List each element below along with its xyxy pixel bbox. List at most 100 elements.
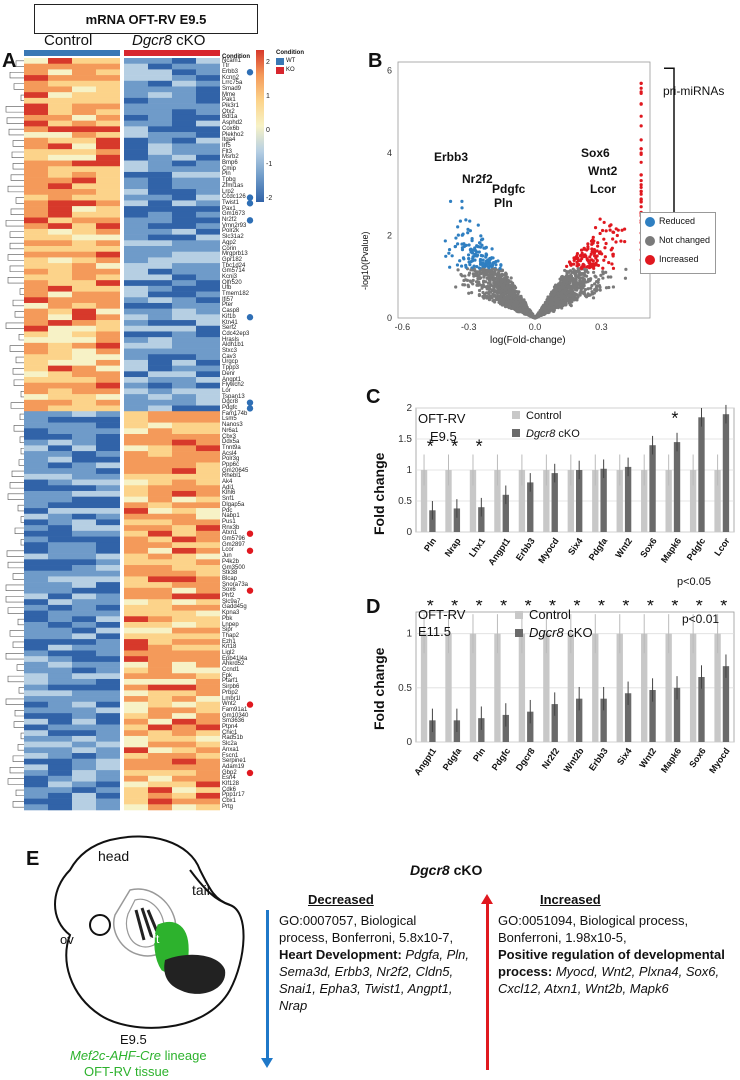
heatmap-cell bbox=[72, 63, 96, 70]
group-label-control: Control bbox=[44, 32, 93, 49]
heatmap-cell bbox=[48, 781, 72, 788]
heatmap-cell bbox=[24, 143, 48, 150]
heatmap-cell bbox=[96, 462, 120, 469]
heatmap-cell bbox=[24, 787, 48, 794]
volcano-point bbox=[573, 256, 577, 260]
gene-label: Ddx5a bbox=[222, 439, 240, 446]
heatmap-cell bbox=[196, 508, 220, 515]
heatmap-cell bbox=[172, 166, 196, 173]
heatmap-cell bbox=[48, 678, 72, 685]
heatmap-cell bbox=[124, 707, 148, 714]
heatmap-cell bbox=[24, 251, 48, 258]
heatmap-cell bbox=[196, 291, 220, 298]
color-scale-bar bbox=[256, 50, 264, 202]
heatmap-cell bbox=[72, 337, 96, 344]
heatmap-cell bbox=[196, 80, 220, 87]
volcano-point bbox=[500, 283, 505, 288]
volcano-point bbox=[590, 292, 595, 296]
bar-control bbox=[592, 470, 599, 532]
heatmap-cell bbox=[172, 268, 196, 275]
heatmap-cell bbox=[124, 434, 148, 440]
heatmap-cell bbox=[196, 525, 220, 532]
heatmap-cell bbox=[24, 713, 48, 720]
volcano-point bbox=[468, 219, 472, 223]
heatmap-cell bbox=[24, 189, 48, 196]
go-increased-heading: Increased bbox=[540, 892, 601, 907]
heatmap-cell bbox=[196, 787, 220, 794]
up-arrow-icon bbox=[481, 894, 493, 904]
heatmap-cell bbox=[48, 331, 72, 338]
heatmap-cell bbox=[24, 678, 48, 685]
volcano-point bbox=[578, 254, 583, 258]
volcano-point bbox=[592, 270, 596, 274]
dendrogram-branch bbox=[10, 174, 24, 181]
heatmap-cell bbox=[148, 263, 172, 270]
volcano-point bbox=[579, 283, 583, 287]
heatmap-cell bbox=[72, 342, 96, 349]
heatmap-cell bbox=[196, 479, 220, 486]
heatmap-cell bbox=[96, 696, 120, 703]
heatmap-cell bbox=[148, 781, 172, 788]
volcano-y-tick: 2 bbox=[387, 230, 392, 240]
gene-label: Mrgprb13 bbox=[222, 251, 248, 258]
heatmap-cell bbox=[172, 314, 196, 321]
heatmap-cell bbox=[24, 75, 48, 82]
down-arrow-shaft bbox=[266, 910, 269, 1062]
heatmap-cell bbox=[24, 650, 48, 657]
heatmap-cell bbox=[96, 251, 120, 258]
volcano-point bbox=[528, 310, 533, 314]
heatmap-cell bbox=[172, 644, 196, 651]
heatmap-cell bbox=[24, 502, 48, 509]
volcano-point bbox=[491, 274, 495, 278]
heatmap-cell bbox=[24, 644, 48, 651]
heatmap-cell bbox=[148, 314, 172, 321]
volcano-point bbox=[559, 291, 563, 296]
volcano-point bbox=[454, 236, 458, 240]
gene-label: Cbx1 bbox=[222, 798, 237, 805]
gene-label: Tbc1d24 bbox=[222, 262, 246, 269]
volcano-point bbox=[504, 274, 508, 278]
volcano-point bbox=[611, 237, 615, 241]
heatmap-cell bbox=[72, 69, 96, 76]
heatmap-cell bbox=[96, 58, 120, 64]
volcano-point bbox=[602, 237, 606, 241]
volcano-point bbox=[508, 302, 512, 306]
significance-star: * bbox=[720, 600, 727, 616]
volcano-point bbox=[614, 227, 618, 231]
heatmap-cell bbox=[148, 126, 172, 133]
bar-control bbox=[494, 470, 501, 532]
heatmap-cell bbox=[172, 354, 196, 361]
volcano-point bbox=[476, 223, 480, 227]
volcano-point bbox=[545, 309, 549, 313]
gene-label: Asphd2 bbox=[222, 120, 243, 127]
gene-label: Pus1 bbox=[222, 518, 236, 525]
y-tick-label: 1 bbox=[406, 629, 412, 640]
heatmap-cell bbox=[96, 781, 120, 788]
heatmap-cell bbox=[96, 114, 120, 121]
heatmap-cell bbox=[72, 411, 96, 418]
dendrogram-branch bbox=[5, 584, 24, 591]
volcano-point bbox=[490, 288, 494, 292]
bar-ko bbox=[722, 414, 730, 532]
heatmap-cell bbox=[148, 798, 172, 805]
label-pdgfc: Pdgfc bbox=[492, 182, 526, 196]
heatmap-cell bbox=[124, 616, 148, 623]
heatmap-cell bbox=[148, 399, 172, 406]
heatmap-cell bbox=[96, 217, 120, 224]
heatmap-cell bbox=[96, 86, 120, 93]
heatmap-cell bbox=[48, 348, 72, 355]
heatmap-cell bbox=[24, 382, 48, 389]
heatmap-cell bbox=[24, 416, 48, 423]
volcano-point bbox=[489, 295, 493, 299]
heatmap-cell bbox=[24, 434, 48, 440]
heatmap-cell bbox=[172, 616, 196, 623]
heatmap-cell bbox=[148, 735, 172, 742]
heatmap-cell bbox=[24, 297, 48, 304]
bar-control bbox=[689, 633, 697, 742]
heatmap-cell bbox=[96, 428, 120, 435]
heatmap-cell bbox=[124, 610, 148, 617]
bar-ko bbox=[576, 470, 583, 532]
heatmap-cell bbox=[148, 75, 172, 82]
heatmap-cell bbox=[196, 781, 220, 788]
heatmap-cell bbox=[172, 622, 196, 628]
